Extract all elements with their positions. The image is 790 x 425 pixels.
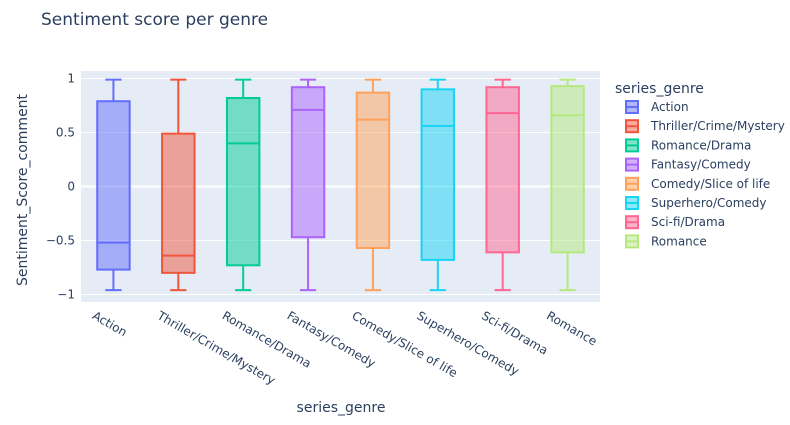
box-romance-drama[interactable] (225, 78, 261, 292)
legend[interactable]: Action Thriller/Crime/Mystery Romance/Dram… (625, 100, 785, 249)
legend-item[interactable]: Fantasy/Comedy (625, 157, 751, 172)
box-series[interactable] (96, 78, 585, 292)
legend-label: Comedy/Slice of life (651, 177, 770, 191)
x-tick-label: Romance (544, 308, 599, 348)
box-superhero-comedy[interactable] (420, 78, 456, 292)
iqr-box (420, 88, 456, 261)
box-action[interactable] (96, 78, 131, 292)
box-sci-fi-drama[interactable] (485, 78, 520, 292)
y-tick-label: 0.5 (56, 126, 75, 140)
x-axis-title: series_genre (297, 400, 386, 416)
legend-title: series_genre (615, 81, 704, 97)
legend-item[interactable]: Romance/Drama (625, 138, 751, 153)
box-fantasy-comedy[interactable] (290, 78, 326, 292)
legend-item[interactable]: Thriller/Crime/Mystery (625, 119, 785, 134)
y-tick-label: 0 (67, 180, 75, 194)
chart-title: Sentiment score per genre (41, 10, 268, 30)
x-axis-ticks: Action Thriller/Crime/MysteryRomance/Dram… (90, 308, 599, 388)
legend-label: Action (651, 100, 689, 114)
iqr-box (550, 85, 585, 254)
legend-item[interactable]: Comedy/Slice of life (625, 176, 770, 191)
legend-label: Romance/Drama (651, 138, 751, 152)
box-thriller-crime-mystery[interactable] (161, 78, 196, 292)
y-tick-label: −0.5 (46, 233, 75, 247)
y-axis-title: Sentiment_Score_comment (15, 93, 31, 286)
x-tick-label: Comedy/Slice of life (349, 308, 459, 380)
legend-item[interactable]: Sci-fi/Drama (625, 215, 725, 230)
iqr-box (290, 86, 326, 239)
iqr-box (485, 86, 520, 254)
y-axis-ticks: 1 0.5 0 −0.5 −1 (46, 72, 75, 302)
iqr-box (225, 96, 261, 267)
x-tick-label: Action (90, 308, 130, 339)
iqr-box (355, 91, 391, 250)
x-tick-label: Thriller/Crime/Mystery (154, 308, 278, 388)
legend-item[interactable]: Superhero/Comedy (625, 196, 767, 210)
legend-item[interactable]: Action (625, 100, 689, 114)
legend-item[interactable]: Romance (625, 234, 707, 249)
box-romance[interactable] (550, 78, 585, 292)
legend-label: Thriller/Crime/Mystery (650, 119, 785, 133)
iqr-box (161, 132, 196, 274)
iqr-box (96, 100, 131, 271)
y-tick-label: −1 (57, 287, 75, 301)
box-comedy-slice-of-life[interactable] (355, 78, 391, 292)
y-tick-label: 1 (67, 72, 75, 86)
legend-label: Fantasy/Comedy (651, 158, 751, 172)
legend-label: Superhero/Comedy (651, 196, 767, 210)
legend-label: Sci-fi/Drama (651, 215, 725, 229)
legend-label: Romance (651, 234, 707, 248)
